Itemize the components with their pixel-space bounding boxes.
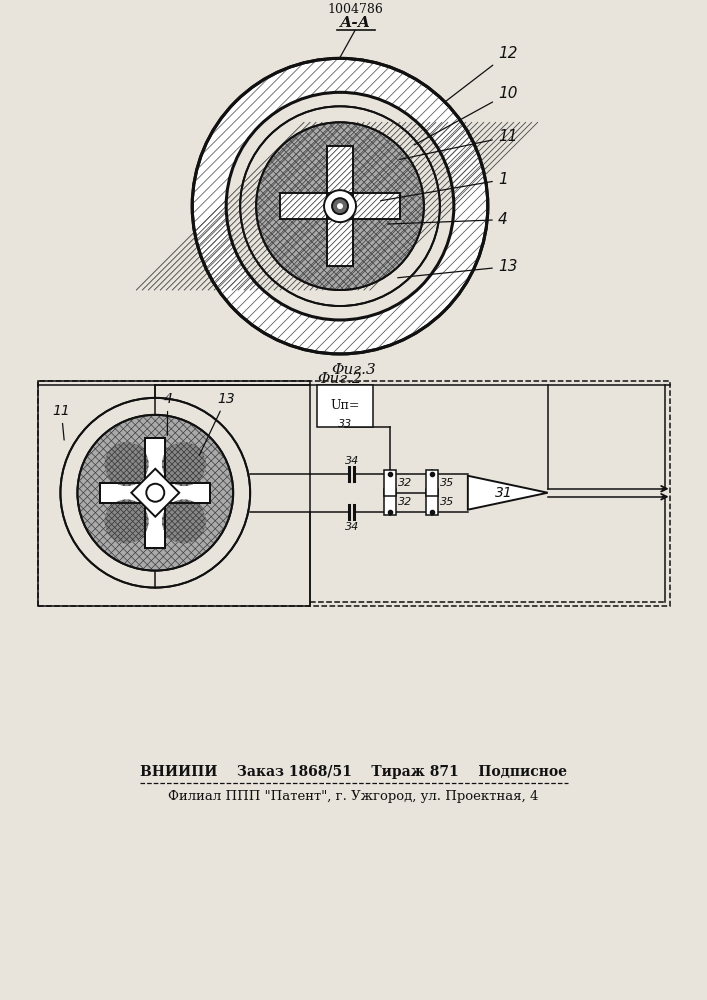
Bar [384, 470, 396, 496]
Text: 1: 1 [380, 172, 508, 201]
Ellipse shape [105, 442, 148, 486]
Text: 13: 13 [199, 392, 235, 455]
Text: 33: 33 [338, 419, 352, 429]
Bar [146, 438, 165, 548]
Text: Φиг.3: Φиг.3 [332, 363, 376, 377]
Bar [317, 385, 373, 427]
Text: 35: 35 [440, 497, 454, 507]
Text: 10: 10 [414, 86, 518, 145]
Text: 32: 32 [398, 478, 412, 488]
Bar [327, 146, 353, 266]
Text: 31: 31 [495, 486, 513, 500]
Bar [280, 193, 400, 219]
Bar [426, 470, 438, 496]
Text: 35: 35 [440, 478, 454, 488]
Text: Φиг.2: Φиг.2 [317, 372, 363, 386]
Ellipse shape [105, 499, 148, 543]
Text: 11: 11 [52, 404, 70, 440]
Bar [146, 438, 165, 548]
Circle shape [192, 58, 488, 354]
Circle shape [60, 398, 250, 588]
Bar [426, 489, 438, 515]
Text: Uп=: Uп= [330, 399, 360, 412]
Text: Филиал ППП "Патент", г. Ужгород, ул. Проектная, 4: Филиал ППП "Патент", г. Ужгород, ул. Про… [168, 790, 538, 803]
Text: 32: 32 [398, 497, 412, 507]
Bar [327, 146, 353, 266]
Bar [100, 483, 210, 503]
Circle shape [226, 92, 454, 320]
Circle shape [77, 415, 233, 571]
Text: 34: 34 [345, 522, 359, 532]
Circle shape [324, 190, 356, 222]
Ellipse shape [162, 442, 206, 486]
Polygon shape [132, 469, 180, 517]
Text: А-А: А-А [339, 16, 370, 30]
Bar [280, 193, 400, 219]
Circle shape [332, 198, 348, 214]
Text: 11: 11 [399, 129, 518, 159]
Bar [38, 381, 310, 606]
Text: 1004786: 1004786 [327, 3, 383, 16]
Bar [280, 193, 400, 219]
Bar [327, 146, 353, 266]
Text: 12: 12 [444, 46, 518, 102]
Polygon shape [468, 476, 548, 510]
Bar [38, 381, 670, 606]
Circle shape [256, 122, 424, 290]
Bar [100, 483, 210, 503]
Text: 4: 4 [163, 392, 172, 435]
Text: 34: 34 [345, 456, 359, 466]
Bar [384, 489, 396, 515]
Text: 4: 4 [387, 212, 508, 227]
Ellipse shape [162, 499, 206, 543]
Text: ВНИИПИ    Заказ 1868/51    Тираж 871    Подписное: ВНИИПИ Заказ 1868/51 Тираж 871 Подписное [139, 765, 566, 779]
Circle shape [240, 106, 440, 306]
Text: 13: 13 [398, 259, 518, 278]
Circle shape [146, 484, 164, 502]
Circle shape [337, 203, 343, 209]
